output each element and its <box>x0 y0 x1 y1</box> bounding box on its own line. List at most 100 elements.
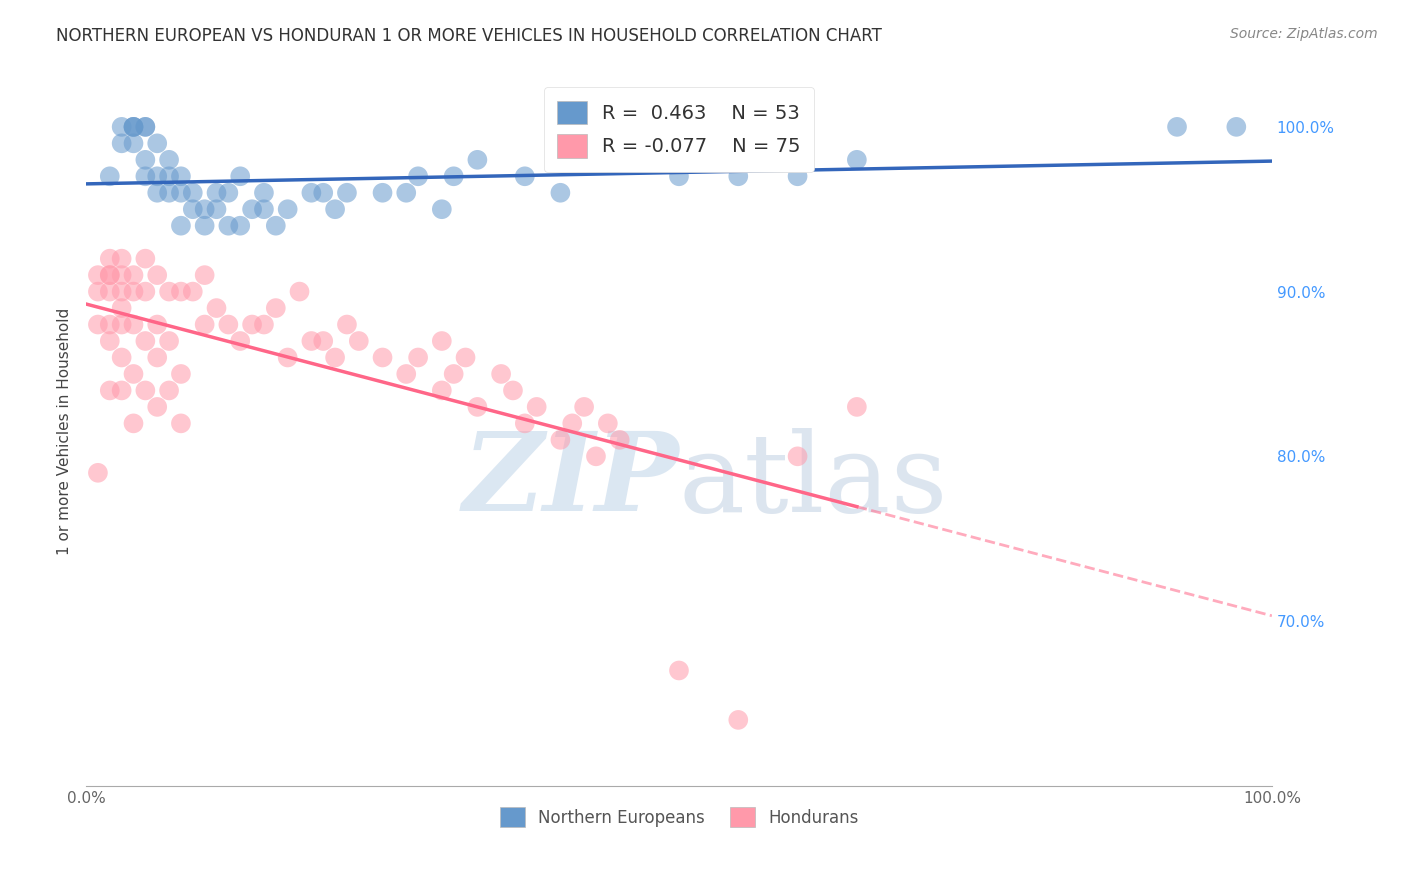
Point <box>467 153 489 167</box>
Point <box>87 466 110 480</box>
Point <box>170 367 193 381</box>
Point <box>134 120 156 134</box>
Point <box>229 334 252 348</box>
Point <box>122 417 145 431</box>
Text: ZIP: ZIP <box>463 427 679 535</box>
Point <box>111 285 134 299</box>
Point <box>596 417 619 431</box>
Point <box>526 400 548 414</box>
Text: atlas: atlas <box>679 427 949 534</box>
Point <box>253 186 276 200</box>
Point <box>609 433 631 447</box>
Point <box>157 186 180 200</box>
Point <box>181 186 204 200</box>
Point <box>157 384 180 398</box>
Point <box>111 301 134 315</box>
Point <box>98 334 121 348</box>
Point <box>786 169 808 184</box>
Point <box>134 334 156 348</box>
Point <box>277 202 299 217</box>
Point <box>170 285 193 299</box>
Point <box>111 351 134 365</box>
Point <box>264 301 287 315</box>
Point <box>111 252 134 266</box>
Text: Source: ZipAtlas.com: Source: ZipAtlas.com <box>1230 27 1378 41</box>
Point <box>111 384 134 398</box>
Point <box>727 169 749 184</box>
Point <box>217 219 239 233</box>
Point <box>134 169 156 184</box>
Point <box>98 169 121 184</box>
Point <box>146 268 169 282</box>
Point <box>845 400 868 414</box>
Point <box>395 186 418 200</box>
Point <box>240 318 263 332</box>
Point <box>134 120 156 134</box>
Point <box>229 169 252 184</box>
Point <box>288 285 311 299</box>
Point <box>98 268 121 282</box>
Point <box>323 351 346 365</box>
Point <box>430 384 453 398</box>
Point <box>264 219 287 233</box>
Point <box>134 384 156 398</box>
Point <box>157 285 180 299</box>
Point <box>122 136 145 151</box>
Point <box>146 318 169 332</box>
Point <box>561 417 583 431</box>
Point <box>336 318 359 332</box>
Point <box>98 384 121 398</box>
Point <box>205 301 228 315</box>
Point <box>205 202 228 217</box>
Point <box>550 186 572 200</box>
Point <box>87 268 110 282</box>
Point <box>170 219 193 233</box>
Point <box>157 153 180 167</box>
Point <box>502 384 524 398</box>
Point <box>312 334 335 348</box>
Point <box>111 136 134 151</box>
Point <box>194 318 217 332</box>
Point <box>229 219 252 233</box>
Point <box>122 120 145 134</box>
Point <box>395 367 418 381</box>
Point <box>489 367 512 381</box>
Point <box>146 136 169 151</box>
Point <box>430 334 453 348</box>
Point <box>585 450 607 464</box>
Point <box>845 153 868 167</box>
Point <box>443 169 465 184</box>
Point <box>572 400 595 414</box>
Point <box>98 318 121 332</box>
Point <box>170 417 193 431</box>
Point <box>122 268 145 282</box>
Point <box>513 417 536 431</box>
Point <box>98 252 121 266</box>
Point <box>727 713 749 727</box>
Point <box>111 120 134 134</box>
Point <box>443 367 465 381</box>
Point <box>668 169 690 184</box>
Point <box>347 334 370 348</box>
Point <box>430 202 453 217</box>
Y-axis label: 1 or more Vehicles in Household: 1 or more Vehicles in Household <box>58 308 72 555</box>
Point <box>122 367 145 381</box>
Text: NORTHERN EUROPEAN VS HONDURAN 1 OR MORE VEHICLES IN HOUSEHOLD CORRELATION CHART: NORTHERN EUROPEAN VS HONDURAN 1 OR MORE … <box>56 27 882 45</box>
Legend: Northern Europeans, Hondurans: Northern Europeans, Hondurans <box>494 800 865 834</box>
Point <box>299 334 322 348</box>
Point <box>146 186 169 200</box>
Point <box>194 268 217 282</box>
Point <box>205 186 228 200</box>
Point <box>170 186 193 200</box>
Point <box>467 400 489 414</box>
Point <box>87 318 110 332</box>
Point <box>371 351 394 365</box>
Point <box>146 400 169 414</box>
Point <box>668 664 690 678</box>
Point <box>134 153 156 167</box>
Point <box>550 433 572 447</box>
Point <box>122 318 145 332</box>
Point <box>146 351 169 365</box>
Point <box>1225 120 1247 134</box>
Point <box>98 285 121 299</box>
